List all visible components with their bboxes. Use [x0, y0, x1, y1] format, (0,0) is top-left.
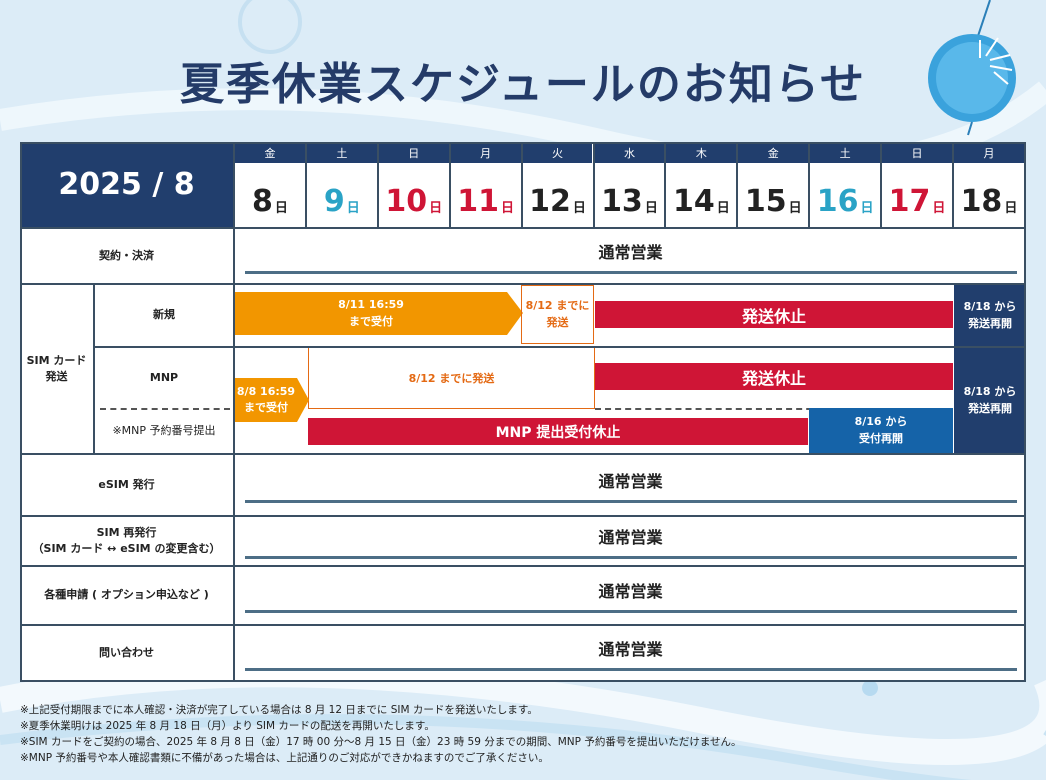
- day-cell: 13 日: [594, 163, 665, 227]
- normal-label: 通常営業: [598, 639, 663, 659]
- new-deadline-label: 8/11 16:59 まで受付: [338, 298, 404, 328]
- mnp-resume-16: 8/16 から 受付再開: [809, 408, 953, 453]
- day-cell: 14 日: [666, 163, 737, 227]
- day-number: 18: [960, 184, 1003, 219]
- wind-chime-icon: [928, 0, 1016, 136]
- row-label-sim-group: SIM カード 発送: [26, 353, 87, 384]
- day-of-week: 月: [450, 142, 521, 163]
- day-cell: 18 日: [954, 163, 1024, 227]
- day-of-week: 月: [954, 142, 1024, 163]
- day-number: 11: [457, 184, 499, 219]
- esim-status: 通常営業: [235, 455, 1026, 515]
- inquiry-status: 通常営業: [235, 626, 1026, 680]
- normal-label: 通常営業: [598, 582, 663, 601]
- day-unit: 日: [716, 201, 730, 216]
- page-title: 夏季休業スケジュールのお知らせ: [179, 59, 867, 110]
- mnp-ship-by: 8/12 までに発送: [408, 372, 495, 385]
- day-unit: 日: [346, 201, 360, 216]
- day-number: 10: [385, 184, 428, 219]
- row-label-new: 新規: [153, 308, 175, 322]
- normal-line: [244, 610, 1017, 613]
- day-number: 8: [252, 184, 273, 219]
- row-label-inquiry: 問い合わせ: [99, 645, 154, 659]
- day-unit: 日: [501, 201, 515, 216]
- row-label-mnp-number: ※MNP 予約番号提出: [112, 424, 216, 438]
- schedule-table: 2025 / 8 金 8 日土 9 日日 10 日月 11 日火 12 日水 13 日木 14 日金 15 日土…: [20, 142, 1026, 682]
- mnp-submission-stop: MNP 提出受付休止: [308, 418, 808, 445]
- day-unit: 日: [644, 201, 658, 216]
- day-unit: 日: [1004, 201, 1018, 216]
- day-number: 13: [601, 184, 643, 219]
- new-ship-by: 8/12 までに 発送: [521, 285, 594, 344]
- day-of-week: 土: [810, 142, 881, 163]
- day-unit: 日: [429, 201, 443, 216]
- day-of-week: 日: [378, 142, 449, 163]
- row-label-esim: eSIM 発行: [98, 477, 155, 491]
- mnp-deadline-label: 8/8 16:59 まで受付: [236, 385, 296, 414]
- day-of-week: 水: [594, 142, 665, 163]
- footer-note: ※夏季休業明けは 2025 年 8 月 18 日（月）より SIM カードの配送…: [20, 720, 435, 732]
- new-resume-18: 8/18 から 発送再開: [954, 285, 1026, 346]
- day-number: 15: [744, 184, 787, 219]
- normal-label: 通常営業: [598, 242, 663, 262]
- day-cell: 16 日: [810, 163, 881, 227]
- mnp-resume-18: 8/18 から 発送再開: [954, 348, 1026, 453]
- mnp-deadline-arrow: [235, 378, 309, 422]
- day-cell: 17 日: [882, 163, 952, 227]
- day-number: 16: [816, 184, 859, 219]
- new-deadline-arrow: [235, 292, 523, 335]
- normal-label: 通常営業: [598, 471, 663, 491]
- day-of-week: 金: [235, 142, 305, 163]
- year-month-header: 2025 / 8: [20, 142, 233, 227]
- day-unit: 日: [860, 201, 874, 216]
- normal-line: [244, 667, 1017, 671]
- normal-line: [244, 499, 1017, 503]
- day-number: 12: [529, 184, 571, 219]
- day-of-week: 日: [882, 142, 952, 163]
- row-label-contract: 契約・決済: [99, 248, 154, 262]
- applications-status: 通常営業: [235, 567, 1026, 624]
- day-of-week: 火: [522, 142, 593, 163]
- footer-notes: ※上記受付期限までに本人確認・決済が完了している場合は 8 月 12 日までに …: [20, 702, 742, 766]
- day-number: 17: [888, 184, 931, 219]
- day-unit: 日: [572, 201, 586, 216]
- day-of-week: 土: [306, 142, 377, 163]
- normal-line: [244, 555, 1017, 559]
- new-shipping-stop: 発送休止: [595, 301, 953, 328]
- day-of-week: 金: [738, 142, 809, 163]
- row-label-mnp: MNP: [149, 370, 179, 384]
- day-cell: 15 日: [738, 163, 809, 227]
- day-cell: 12 日: [522, 163, 593, 227]
- day-cell: 11 日: [450, 163, 521, 227]
- day-unit: 日: [274, 201, 288, 216]
- footer-note: ※MNP 予約番号や本人確認書類に不備があった場合は、上記通りのご対応ができかね…: [20, 752, 549, 764]
- normal-label: 通常営業: [598, 527, 663, 547]
- day-of-week: 木: [666, 142, 737, 163]
- footer-note: ※上記受付期限までに本人確認・決済が完了している場合は 8 月 12 日までに …: [20, 704, 538, 716]
- row-label-applications: 各種申請 ( オプション申込など ): [44, 588, 209, 602]
- normal-line: [244, 270, 1017, 274]
- day-number: 14: [672, 184, 715, 219]
- contract-status: 通常営業: [235, 229, 1026, 283]
- mnp-shipping-stop: 発送休止: [595, 363, 953, 390]
- day-unit: 日: [932, 201, 946, 216]
- footer-note: ※SIM カードをご契約の場合、2025 年 8 月 8 日（金）17 時 00…: [20, 736, 742, 748]
- day-number: 9: [323, 184, 345, 219]
- day-unit: 日: [788, 201, 802, 216]
- mnp-ship-by-box: 8/12 までに発送: [308, 348, 595, 409]
- reissue-status: 通常営業: [235, 517, 1026, 565]
- day-cell: 10 日: [378, 163, 449, 227]
- row-label-reissue: SIM 再発行 （SIM カード ↔ eSIM の変更含む）: [32, 526, 221, 555]
